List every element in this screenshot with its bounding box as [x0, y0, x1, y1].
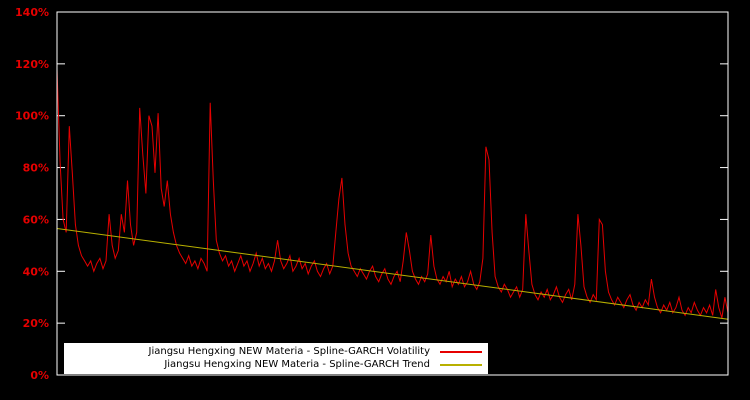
legend-label-trend: Jiangsu Hengxing NEW Materia - Spline-GA… [164, 359, 430, 370]
y-axis-label: 140% [15, 6, 49, 19]
y-axis-label: 120% [15, 58, 49, 71]
volatility-series-line [56, 68, 729, 319]
legend-line-sample-volatility [440, 350, 482, 353]
y-axis-label: 20% [23, 317, 49, 330]
y-axis-label: 60% [23, 213, 49, 226]
plot-border [56, 11, 729, 376]
y-axis-label: 0% [30, 369, 49, 382]
legend: Jiangsu Hengxing NEW Materia - Spline-GA… [64, 343, 488, 374]
y-axis-label: 100% [15, 110, 49, 123]
legend-item-trend: Jiangsu Hengxing NEW Materia - Spline-GA… [70, 358, 482, 371]
legend-line-sample-trend [440, 363, 482, 366]
y-axis-label: 80% [23, 162, 49, 175]
y-axis-label: 40% [23, 265, 49, 278]
legend-label-volatility: Jiangsu Hengxing NEW Materia - Spline-GA… [148, 346, 430, 357]
trend-series-line [56, 228, 729, 320]
legend-item-volatility: Jiangsu Hengxing NEW Materia - Spline-GA… [70, 345, 482, 358]
